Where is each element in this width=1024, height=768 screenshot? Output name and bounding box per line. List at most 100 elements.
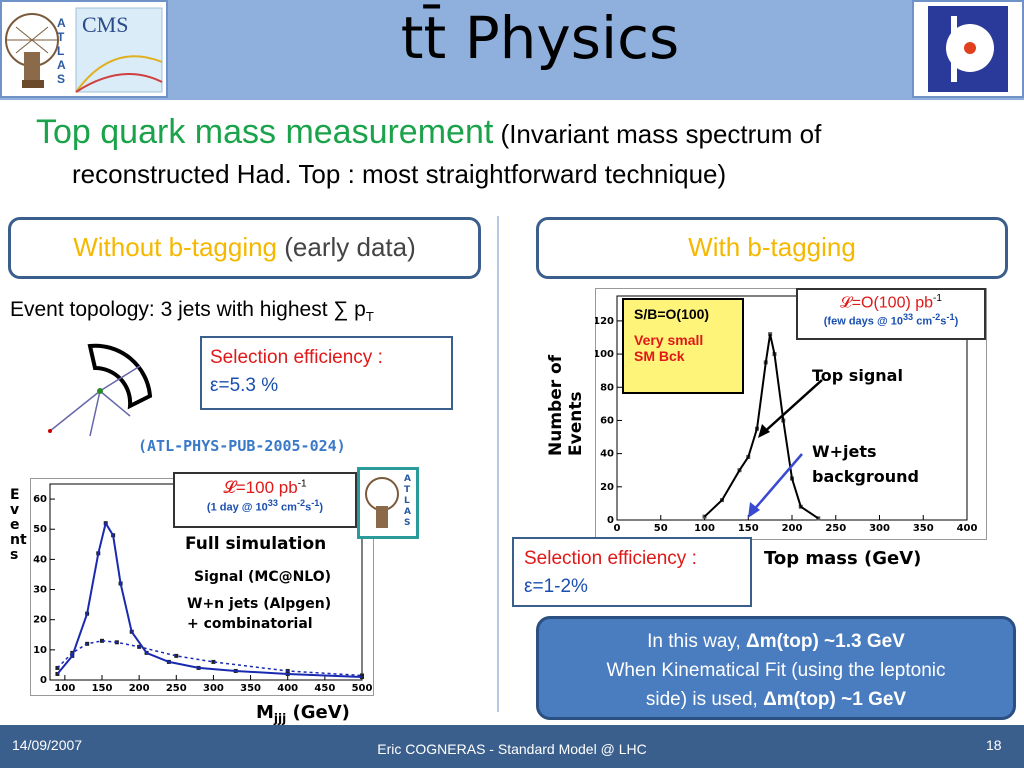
footer-bar: 14/09/2007 Eric COGNERAS - Standard Mode… [0, 725, 1024, 768]
sb-note-1: Very small [634, 332, 704, 348]
ipc-logo-icon [928, 6, 1008, 92]
left-y-tick: 0 [40, 675, 47, 686]
footer-author: Eric COGNERAS - Standard Model @ LHC [377, 741, 647, 757]
right-lumi-note: (few days @ 1033 cm-2s-1) [798, 312, 984, 328]
left-lumi-value: 𝓛=100 pb [223, 478, 298, 497]
with-btagging-pill: With b-tagging [536, 217, 1008, 279]
left-lumi-note-c: s [305, 501, 312, 514]
left-data-point [55, 665, 60, 670]
left-data-point [100, 638, 104, 643]
left-y-tick: 60 [33, 494, 47, 505]
left-x-tick: 200 [129, 683, 150, 694]
column-divider [497, 216, 499, 712]
left-y-tick: 50 [33, 524, 47, 535]
event-topology-sub: T [365, 309, 374, 325]
left-lumi-note-a: (1 day @ 10 [206, 501, 268, 514]
left-x-tick: 350 [240, 683, 261, 694]
subtitle-main: Top quark mass measurement [36, 113, 494, 151]
without-btagging-pill: Without b-tagging (early data) [8, 217, 481, 279]
note-line-2: When Kinematical Fit (using the leptonic [606, 660, 946, 681]
left-lumi-note-d: ) [319, 501, 324, 514]
subtitle-line2: reconstructed Had. Top : most straightfo… [72, 159, 727, 189]
wjets-arrow [748, 453, 803, 518]
left-data-point [174, 653, 179, 658]
left-lumi-note-b: cm [277, 501, 297, 514]
note-line-3: side) is used, Δm(top) ~1 GeV [539, 685, 1013, 714]
right-x-tick: 50 [654, 523, 668, 534]
note-line-1-pre: In this way, [647, 631, 747, 652]
with-btagging-label: With b-tagging [688, 232, 856, 262]
full-simulation-label: Full simulation [185, 534, 327, 554]
event-display-icon [48, 343, 153, 437]
subtitle-paren: (Invariant mass spectrum of [500, 119, 822, 149]
left-ylabel: Events [10, 487, 27, 563]
right-y-tick: 120 [595, 316, 614, 327]
left-xlabel-main: M [256, 702, 274, 723]
left-y-tick: 30 [33, 585, 47, 596]
atlas-cms-logo: CMS ATLAS [0, 0, 168, 98]
left-data-point [360, 673, 364, 678]
right-xlabel: Top mass (GeV) [764, 548, 922, 569]
right-signal-curve [703, 333, 819, 520]
left-x-tick: 300 [203, 683, 224, 694]
without-btagging-label: Without b-tagging [73, 232, 278, 262]
cms-label: CMS [82, 12, 129, 37]
left-lumi-box: 𝓛=100 pb-1 (1 day @ 1033 cm-2s-1) [173, 472, 357, 528]
left-sel-value: ε=5.3 % [210, 375, 279, 396]
right-ylabel: Number of Events [546, 320, 606, 456]
wjets-label-1: W+jets [812, 442, 877, 461]
institute-logo [912, 0, 1024, 98]
right-x-tick: 150 [738, 523, 759, 534]
right-lumi-note-c: s [940, 315, 947, 328]
page-title: tt̄ Physics [400, 4, 680, 72]
right-lumi-box: 𝓛=O(100) pb-1 (few days @ 1033 cm-2s-1) [796, 288, 986, 340]
sb-box: S/B=O(100) Very small SM Bck [622, 298, 744, 394]
right-lumi-note-sup2: -2 [932, 312, 941, 323]
right-lumi-main: 𝓛=O(100) pb-1 [798, 293, 984, 312]
bkg-label-1: W+n jets (Alpgen) [187, 596, 332, 612]
right-lumi-note-sup3: -1 [946, 312, 955, 323]
note-line-3-pre: side) is used, [645, 689, 764, 710]
note-line-1: In this way, Δm(top) ~1.3 GeV [539, 627, 1013, 656]
atlas-badge-icon [365, 477, 399, 528]
right-x-tick: 200 [782, 523, 803, 534]
left-y-tick: 20 [33, 615, 47, 626]
right-lumi-value: 𝓛=O(100) pb [840, 294, 934, 312]
left-x-tick: 250 [166, 683, 187, 694]
atlas-badge-text: ATLAS [404, 474, 411, 528]
right-x-tick: 100 [694, 523, 715, 534]
sb-note-2: SM Bck [634, 348, 685, 364]
note-line-1-bold: Δm(top) ~1.3 GeV [746, 631, 905, 652]
right-x-tick: 350 [913, 523, 934, 534]
left-sel-label: Selection efficiency : [210, 347, 383, 368]
left-xlabel-unit: (GeV) [286, 702, 350, 723]
right-y-tick: 0 [607, 515, 614, 526]
atlas-badge: ATLAS [357, 467, 419, 539]
right-data-point [816, 516, 821, 521]
footer-page: 18 [986, 737, 1002, 753]
right-y-tick: 60 [600, 415, 614, 426]
atlas-figure-icon [5, 7, 163, 93]
left-x-tick: 450 [314, 683, 335, 694]
left-data-point [70, 650, 75, 655]
right-lumi-sup: -1 [933, 293, 942, 304]
left-lumi-main: 𝓛=100 pb-1 [175, 478, 355, 498]
left-x-tick: 100 [54, 683, 75, 694]
bkg-label-2: + combinatorial [187, 616, 313, 632]
left-background-curve [56, 640, 363, 677]
right-selection-efficiency-box: Selection efficiency : ε=1-2% [512, 537, 752, 607]
right-sel-value: ε=1-2% [524, 576, 588, 597]
right-x-tick: 0 [614, 523, 621, 534]
right-ylabel-1: Number of [546, 354, 566, 456]
top-signal-arrow [758, 379, 823, 438]
reference-note: (ATL-PHYS-PUB-2005-024) [138, 437, 346, 455]
right-x-tick: 300 [869, 523, 890, 534]
signal-label: Signal (MC@NLO) [194, 569, 332, 585]
left-selection-efficiency-box: Selection efficiency : ε=5.3 % [200, 336, 453, 410]
sb-title: S/B=O(100) [634, 306, 710, 322]
left-y-tick: 40 [33, 554, 47, 565]
right-lumi-note-sup: 33 [902, 312, 914, 323]
right-sel-label: Selection efficiency : [524, 548, 697, 569]
left-xlabel: Mjjj (GeV) [256, 702, 350, 726]
left-lumi-note: (1 day @ 1033 cm-2s-1) [175, 498, 355, 514]
